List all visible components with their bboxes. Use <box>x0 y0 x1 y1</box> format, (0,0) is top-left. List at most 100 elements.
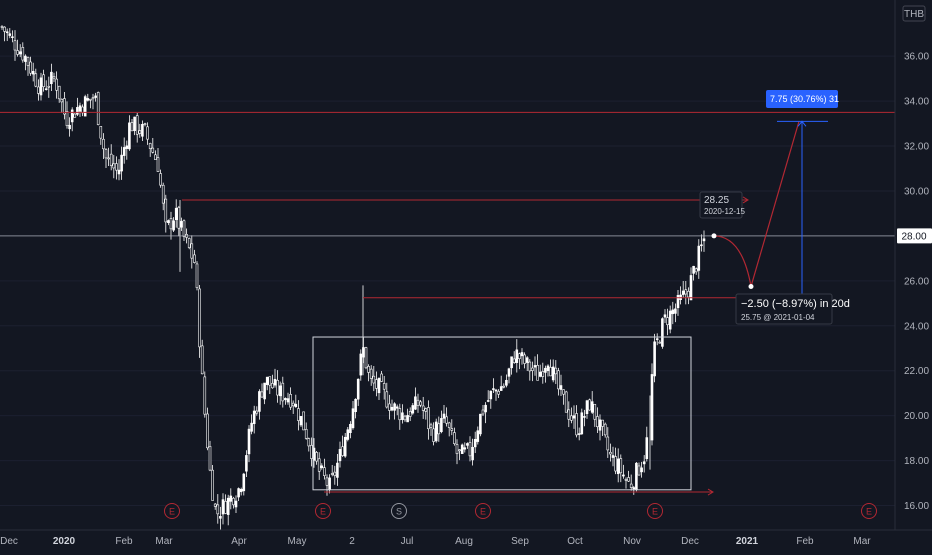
candle <box>164 194 168 233</box>
candle <box>50 63 53 91</box>
candle <box>497 389 500 398</box>
candle <box>653 333 656 383</box>
candle <box>655 333 659 346</box>
candle <box>203 371 207 418</box>
candle <box>5 28 9 41</box>
candle <box>585 399 589 419</box>
currency-badge[interactable] <box>902 5 926 22</box>
arrow-head-icon <box>707 488 714 496</box>
candle <box>120 146 123 180</box>
candle <box>356 378 360 406</box>
candle <box>44 80 48 91</box>
candle <box>684 280 688 305</box>
candle <box>471 438 474 466</box>
candle <box>645 426 649 462</box>
candle <box>107 147 110 166</box>
candle <box>557 367 560 396</box>
candle <box>640 461 643 478</box>
candle <box>619 454 623 483</box>
candle <box>333 465 337 485</box>
long-target-badge: 7.75 (30.76%) 31 <box>766 90 839 108</box>
candle <box>302 411 305 431</box>
candle <box>567 401 571 428</box>
candle <box>583 409 586 427</box>
candle <box>450 419 454 436</box>
candle <box>544 365 547 383</box>
candle <box>29 56 32 76</box>
candle <box>624 477 628 489</box>
candle <box>481 405 485 416</box>
drawings[interactable] <box>0 111 895 496</box>
candle <box>216 494 220 524</box>
candle <box>609 443 612 462</box>
candle <box>70 107 74 132</box>
forecast-up-path[interactable] <box>750 121 800 287</box>
candle <box>349 421 352 439</box>
candle <box>60 98 64 114</box>
candle <box>226 494 230 526</box>
earnings-event-icon[interactable]: E <box>164 503 180 519</box>
candle <box>330 464 334 477</box>
candle <box>229 488 233 510</box>
candle <box>510 356 513 375</box>
candle <box>117 159 121 181</box>
candle <box>468 436 472 462</box>
candle <box>237 487 240 501</box>
candle <box>130 119 134 132</box>
candle <box>401 404 404 424</box>
candle <box>697 239 701 279</box>
forecast-end-point[interactable] <box>748 283 754 289</box>
earnings-event-icon[interactable]: E <box>647 503 663 519</box>
candle <box>208 440 212 472</box>
candle <box>460 443 464 454</box>
split-event-icon[interactable]: S <box>391 503 407 519</box>
candle <box>255 406 259 416</box>
candle <box>323 458 326 480</box>
candle <box>219 506 222 530</box>
candle <box>515 339 519 373</box>
candle <box>393 402 396 420</box>
earnings-event-icon[interactable]: E <box>861 503 877 519</box>
range-box[interactable] <box>312 336 692 491</box>
candle <box>520 348 524 365</box>
candle <box>351 400 355 430</box>
candle <box>195 261 199 291</box>
forecast-start-point[interactable] <box>711 233 717 239</box>
earnings-event-icon[interactable]: E <box>475 503 491 519</box>
candle <box>466 442 469 449</box>
price-axis[interactable]: THB 16.00 18.00 20.00 22.00 24.00 26.00 28.00 3… <box>894 0 932 530</box>
price-label-value: 28.25 <box>704 195 729 206</box>
candle <box>86 93 90 102</box>
candle <box>3 26 6 42</box>
candle <box>687 287 690 305</box>
candle <box>507 367 511 384</box>
candle <box>104 148 108 169</box>
candle <box>479 413 482 437</box>
candle <box>39 72 43 101</box>
time-tick-label: 2020 <box>53 536 76 547</box>
candle <box>16 39 19 57</box>
candle <box>541 362 545 384</box>
candle <box>135 113 139 143</box>
time-axis[interactable]: Dec 2020 Feb Mar Apr May 2 Jul Aug Sep Oct Nov Dec 20… <box>0 529 932 550</box>
price-tick-label: 34.00 <box>904 97 929 108</box>
candle <box>453 427 456 446</box>
candle <box>551 359 555 383</box>
candle <box>694 267 698 275</box>
candle <box>221 493 225 525</box>
forecast-down-path[interactable] <box>713 235 752 287</box>
forecast-label-box: −2.50 (−8.97%) in 20d 25.75 @ 2021-01-04 <box>735 293 850 325</box>
candle <box>596 407 599 434</box>
candle <box>34 68 38 88</box>
candle <box>512 351 516 364</box>
candle <box>661 317 664 349</box>
candle <box>242 472 246 496</box>
candle <box>369 365 373 386</box>
candle <box>546 364 550 377</box>
time-tick-label: Oct <box>567 536 583 547</box>
earnings-event-icon[interactable]: E <box>315 503 331 519</box>
